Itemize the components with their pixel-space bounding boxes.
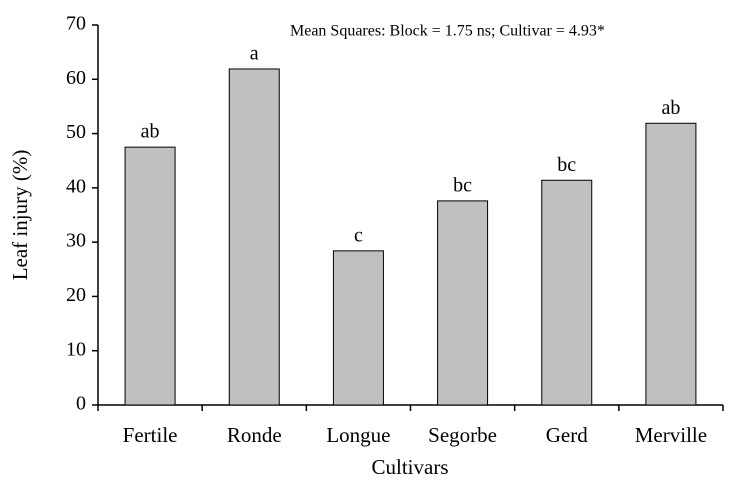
x-tick-label: Merville	[635, 423, 707, 447]
y-tick-label: 0	[76, 393, 86, 415]
bar	[124, 146, 176, 406]
bar	[228, 68, 280, 406]
y-tick-label: 20	[66, 284, 86, 306]
y-axis-label: Leaf injury (%)	[8, 150, 32, 281]
annotation: Mean Squares: Block = 1.75 ns; Cultivar …	[290, 23, 605, 40]
y-tick-label: 30	[66, 230, 86, 252]
x-tick-label: Fertile	[123, 423, 178, 447]
significance-letter: ab	[141, 121, 160, 143]
x-tick-label: Longue	[326, 423, 390, 447]
significance-letter: c	[354, 224, 363, 246]
y-tick-label: 10	[66, 338, 86, 360]
significance-letter: bc	[557, 154, 576, 176]
y-tick-label: 50	[66, 121, 86, 143]
x-axis-label: Cultivars	[372, 455, 449, 479]
y-tick-label: 60	[66, 67, 86, 89]
y-tick-label: 40	[66, 175, 86, 197]
significance-letter: bc	[453, 174, 472, 196]
bar	[437, 200, 489, 406]
bar	[541, 179, 593, 406]
y-tick-label: 70	[66, 13, 86, 35]
x-tick-label: Segorbe	[428, 423, 497, 447]
significance-letter: ab	[661, 97, 680, 119]
bar	[332, 250, 384, 406]
bar	[645, 122, 697, 406]
significance-letter: a	[250, 43, 259, 65]
x-tick-label: Gerd	[546, 423, 588, 447]
x-tick-label: Ronde	[227, 423, 282, 447]
